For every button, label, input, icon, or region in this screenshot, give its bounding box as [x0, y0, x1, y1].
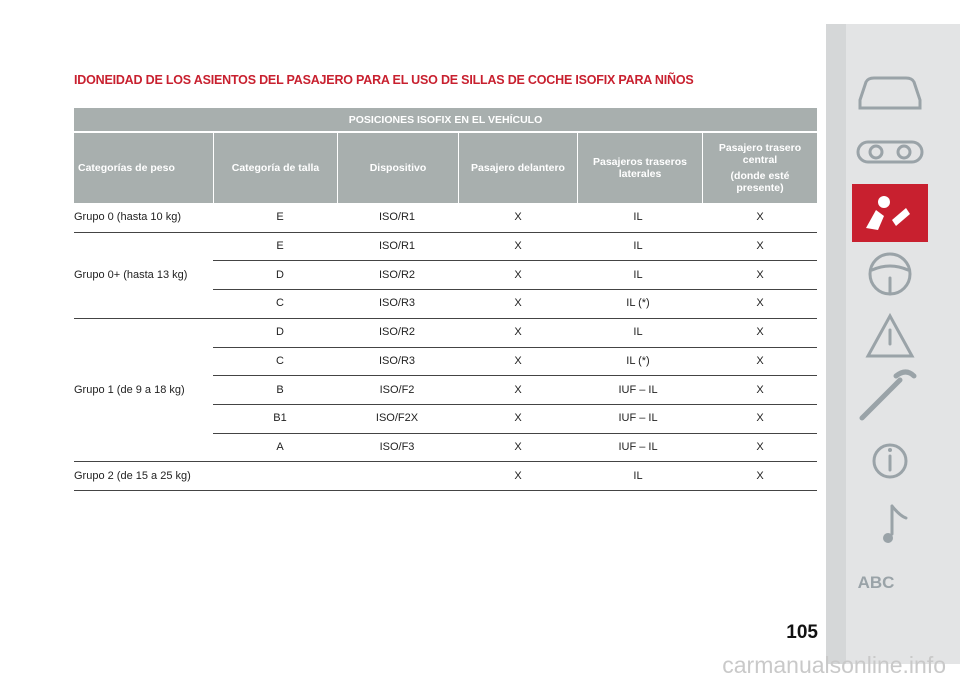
warning-icon: [865, 312, 915, 358]
cell: ISO/R1: [378, 240, 416, 253]
cell: IL: [633, 326, 643, 339]
cell: X: [514, 297, 522, 310]
cell: ISO/F2X: [375, 412, 419, 425]
cell: B1: [273, 412, 287, 425]
cell: X: [756, 211, 764, 224]
cell: X: [756, 440, 764, 453]
info-dot: [888, 448, 892, 452]
row-rule: [74, 461, 817, 463]
row-rule: [74, 317, 817, 319]
cell: X: [756, 326, 764, 339]
cell: D: [276, 268, 284, 281]
cell: IL: [633, 469, 643, 482]
icons: [856, 76, 924, 536]
row-rule: [74, 490, 817, 491]
group-label: Grupo 1 (de 9 a 18 kg): [74, 383, 185, 396]
group-label: Grupo 0 (hasta 10 kg): [74, 211, 182, 224]
abc-icon: ABC: [857, 573, 895, 592]
cell: IL: [633, 268, 643, 281]
row-rule: [213, 432, 817, 434]
active-tab: [852, 184, 928, 242]
cell: B: [276, 383, 284, 396]
row-rule: [213, 289, 817, 291]
cell: X: [756, 469, 764, 482]
header-note: (donde esté presente): [730, 170, 790, 194]
cell: ISO/F3: [379, 440, 415, 453]
cell: X: [514, 211, 522, 224]
cell: ISO/R3: [378, 354, 416, 367]
active-icon: [866, 196, 910, 230]
row-rule: [213, 403, 817, 405]
gauge: [868, 144, 884, 160]
cell: X: [514, 440, 522, 453]
column-header: Dispositivo: [338, 133, 458, 203]
group-label: Grupo 2 (de 15 a 25 kg): [74, 469, 191, 482]
sidebar-edge: [826, 24, 846, 664]
cell: IUF – IL: [618, 440, 658, 453]
header-text: Pasajero trasero central: [718, 142, 802, 166]
row-rule: [213, 346, 817, 348]
wheel-spokes: [870, 264, 910, 296]
page-title: IDONEIDAD DE LOS ASIENTOS DEL PASAJERO P…: [74, 73, 694, 87]
dashboard-icon: [856, 140, 924, 164]
music-icon: [890, 504, 908, 536]
cell: ISO/F2: [379, 383, 415, 396]
music-note: [883, 533, 893, 543]
gauge: [896, 144, 912, 160]
cell: ISO/R3: [378, 297, 416, 310]
cell: X: [756, 240, 764, 253]
sidebar: [826, 24, 960, 664]
row-rule: [74, 231, 817, 233]
cell: X: [756, 383, 764, 396]
cell: X: [514, 240, 522, 253]
page-number: 105: [786, 622, 818, 643]
cell: X: [514, 326, 522, 339]
cell: X: [756, 297, 764, 310]
cell: IL: [633, 211, 643, 224]
info-icon: [872, 443, 908, 479]
column-header: Categoría de talla: [214, 133, 337, 203]
column-header: Pasajero trasero central (donde esté pres…: [703, 133, 817, 203]
cell: C: [276, 297, 284, 310]
cell: IL (*): [626, 354, 650, 367]
cell: D: [276, 326, 284, 339]
cell: IL: [633, 240, 643, 253]
cell: IL (*): [626, 297, 650, 310]
cell: ISO/R2: [378, 326, 416, 339]
cell: X: [756, 268, 764, 281]
cell: E: [276, 240, 284, 253]
cell: C: [276, 354, 284, 367]
cell: X: [514, 268, 522, 281]
watermark: carmanualsonline.info: [722, 652, 946, 678]
column-header: Pasajeros traseros laterales: [578, 133, 702, 203]
cell: X: [514, 469, 522, 482]
group-header: POSICIONES ISOFIX EN EL VEHÍCULO: [74, 108, 817, 131]
cell: IUF – IL: [618, 383, 658, 396]
group-label: Grupo 0+ (hasta 13 kg): [74, 268, 188, 281]
cell: ISO/R2: [378, 268, 416, 281]
car-icon: [858, 76, 922, 110]
row-rule: [213, 260, 817, 262]
cell: X: [756, 354, 764, 367]
cell: X: [514, 354, 522, 367]
cell: IUF – IL: [618, 412, 658, 425]
cell: E: [276, 211, 284, 224]
isofix-table: POSICIONES ISOFIX EN EL VEHÍCULO Categorí…: [74, 108, 817, 493]
column-header: Pasajero delantero: [459, 133, 577, 203]
cell: X: [756, 412, 764, 425]
cell: X: [514, 383, 522, 396]
cell: X: [514, 412, 522, 425]
sidebar-icons: [826, 24, 928, 664]
cell: A: [276, 440, 284, 453]
wrench-icon: [859, 369, 917, 421]
column-header: Categorías de peso: [74, 133, 213, 203]
row-rule: [213, 375, 817, 377]
cell: ISO/R1: [378, 211, 416, 224]
